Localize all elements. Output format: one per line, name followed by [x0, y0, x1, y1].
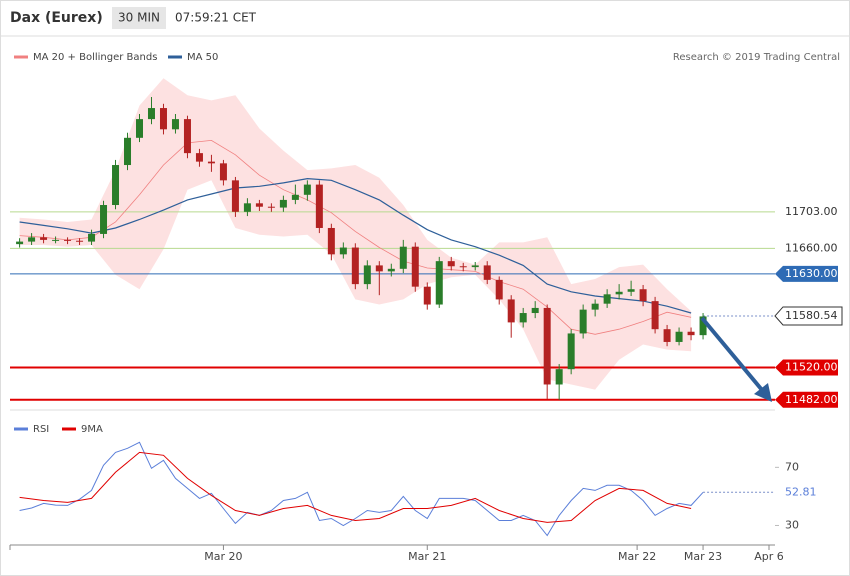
candle-body: [543, 307, 551, 385]
candle-body: [64, 239, 72, 241]
y-tick-label: 70: [785, 460, 799, 473]
ma-line: [19, 139, 692, 335]
candle-body: [483, 265, 491, 280]
candle-body: [663, 329, 671, 342]
candle-body: [639, 289, 647, 302]
last-value-label: 52.81: [785, 485, 817, 498]
candle-body: [531, 307, 539, 314]
legend-label: RSI: [33, 424, 49, 435]
candle-body: [339, 247, 347, 255]
level-label-box: [775, 265, 838, 282]
rsi-line: [19, 451, 692, 523]
candle-body: [207, 161, 215, 164]
candle-body: [28, 237, 36, 242]
candle-body: [16, 241, 24, 245]
level-label-box: [775, 391, 838, 408]
candle-body: [183, 119, 191, 154]
x-tick-label: Mar 22: [618, 550, 656, 563]
candle-body: [591, 303, 599, 310]
candle-body: [507, 299, 515, 323]
candle-body: [387, 268, 395, 272]
legend-label: MA 20 + Bollinger Bands: [33, 52, 157, 63]
candle-body: [687, 331, 695, 336]
x-tick-label: Mar 23: [684, 550, 722, 563]
candle-body: [351, 247, 359, 285]
candle-body: [100, 205, 108, 234]
level-label: 11520.00: [785, 360, 838, 373]
candle-body: [40, 237, 48, 240]
candle-body: [675, 331, 683, 342]
candle-body: [219, 163, 227, 181]
candle-body: [303, 184, 311, 195]
candle-body: [471, 265, 479, 268]
time: 07:59:21 CET: [175, 11, 257, 25]
candle-body: [52, 239, 60, 241]
candle-body: [291, 194, 299, 200]
candle-body: [231, 180, 239, 212]
symbol: Dax (Eurex): [10, 10, 103, 26]
candle-body: [435, 261, 443, 305]
candle-body: [603, 294, 611, 304]
credit: Research © 2019 Trading Central: [673, 52, 840, 63]
x-tick-label: Apr 6: [754, 550, 784, 563]
level-label: 11660.00: [785, 241, 838, 254]
candle-body: [555, 369, 563, 385]
candle-body: [159, 108, 167, 130]
level-label: 11580.54: [785, 309, 838, 322]
level-label: 11482.00: [785, 393, 838, 406]
candle-body: [363, 265, 371, 285]
ma-line: [19, 177, 692, 314]
level-label-box: [774, 306, 843, 326]
candle-body: [579, 309, 587, 334]
candle-body: [112, 165, 120, 206]
level-label-box: [775, 359, 838, 376]
candle-body: [147, 108, 155, 120]
candle-body: [171, 119, 179, 130]
candle-body: [447, 261, 455, 267]
candle-body: [495, 279, 503, 300]
candle-body: [459, 266, 467, 268]
candle-body: [519, 313, 527, 323]
candle-body: [399, 246, 407, 269]
candle-body: [567, 333, 575, 370]
legend-label: MA 50: [187, 52, 218, 63]
interval-box: [112, 7, 166, 29]
candle-body: [243, 203, 251, 212]
candle-body: [327, 227, 335, 255]
candle-body: [699, 316, 707, 336]
candle-body: [76, 240, 84, 242]
interval: 30 MIN: [118, 11, 160, 25]
level-label: 11630.00: [785, 267, 838, 280]
candle-body: [411, 246, 419, 287]
candle-body: [315, 184, 323, 228]
candle-body: [375, 265, 383, 272]
candle-body: [195, 153, 203, 162]
candle-body: [651, 301, 659, 330]
candle-body: [88, 233, 96, 242]
candle-body: [267, 206, 275, 208]
projection-arrow-head: [754, 383, 772, 402]
rsi-line: [19, 441, 704, 537]
level-label: 11703.00: [785, 205, 838, 218]
candle-body: [255, 203, 263, 207]
x-tick-label: Mar 20: [204, 550, 242, 563]
candle-body: [615, 291, 623, 295]
plot: 11703.00 11660.00 11630.00 11580.54 11520.00…: [9, 78, 843, 563]
x-tick-label: Mar 21: [408, 550, 446, 563]
legend-label: 9MA: [81, 424, 103, 435]
candle-body: [279, 199, 287, 208]
candle-body: [423, 286, 431, 305]
candle-body: [124, 137, 132, 166]
y-tick-label: 30: [785, 518, 799, 531]
candle-body: [135, 119, 143, 138]
projection-arrow: [700, 316, 764, 392]
candle-body: [627, 289, 635, 292]
